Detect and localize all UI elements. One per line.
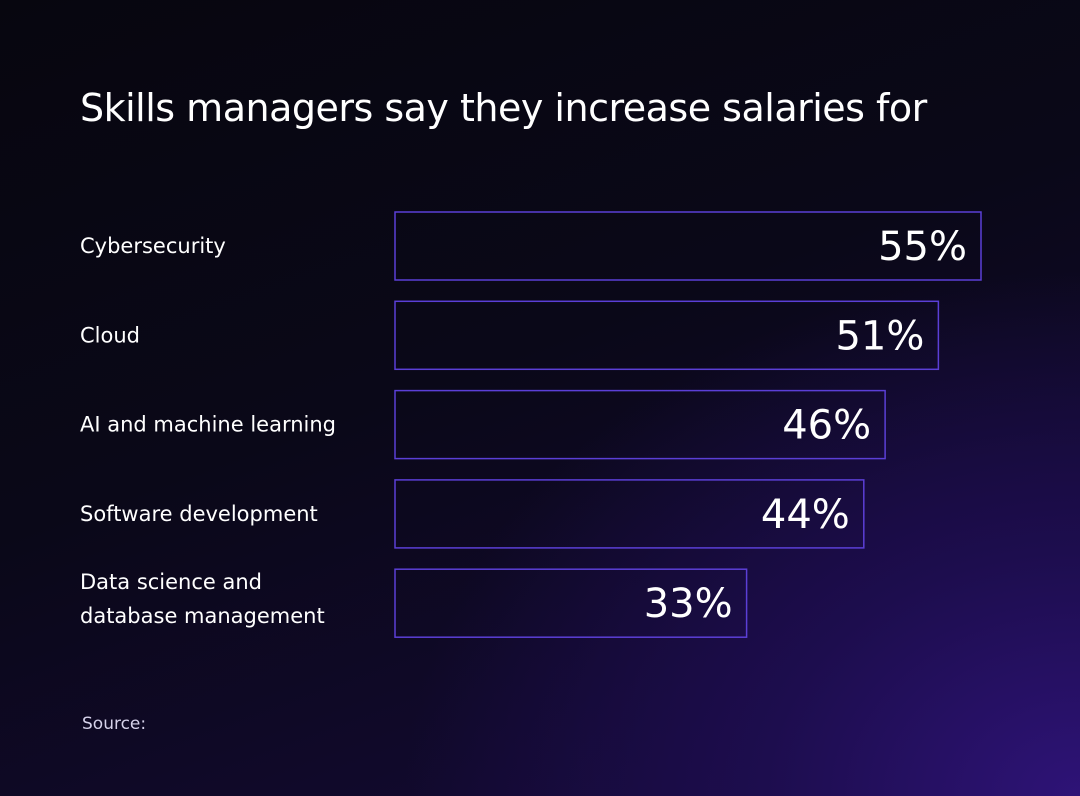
value-label-3: 44%	[761, 492, 850, 538]
category-label-1: Cloud	[80, 323, 140, 347]
value-label-0: 55%	[878, 224, 967, 270]
bar-2	[394, 389, 886, 460]
category-label-4: Data science and database management	[80, 570, 325, 628]
category-label-2: AI and machine learning	[80, 413, 336, 437]
value-label-1: 51%	[835, 313, 924, 359]
value-label-2: 46%	[782, 403, 871, 449]
bar-0	[394, 211, 982, 281]
bar-4	[394, 568, 748, 638]
category-label-0: Cybersecurity	[80, 234, 226, 258]
value-label-4: 33%	[644, 581, 733, 627]
source-note: Source:	[82, 714, 147, 734]
bar-1	[394, 300, 940, 371]
chart-title: Skills managers say they increase salari…	[80, 86, 927, 130]
bar-3	[394, 479, 865, 549]
category-label-3: Software development	[80, 502, 318, 526]
